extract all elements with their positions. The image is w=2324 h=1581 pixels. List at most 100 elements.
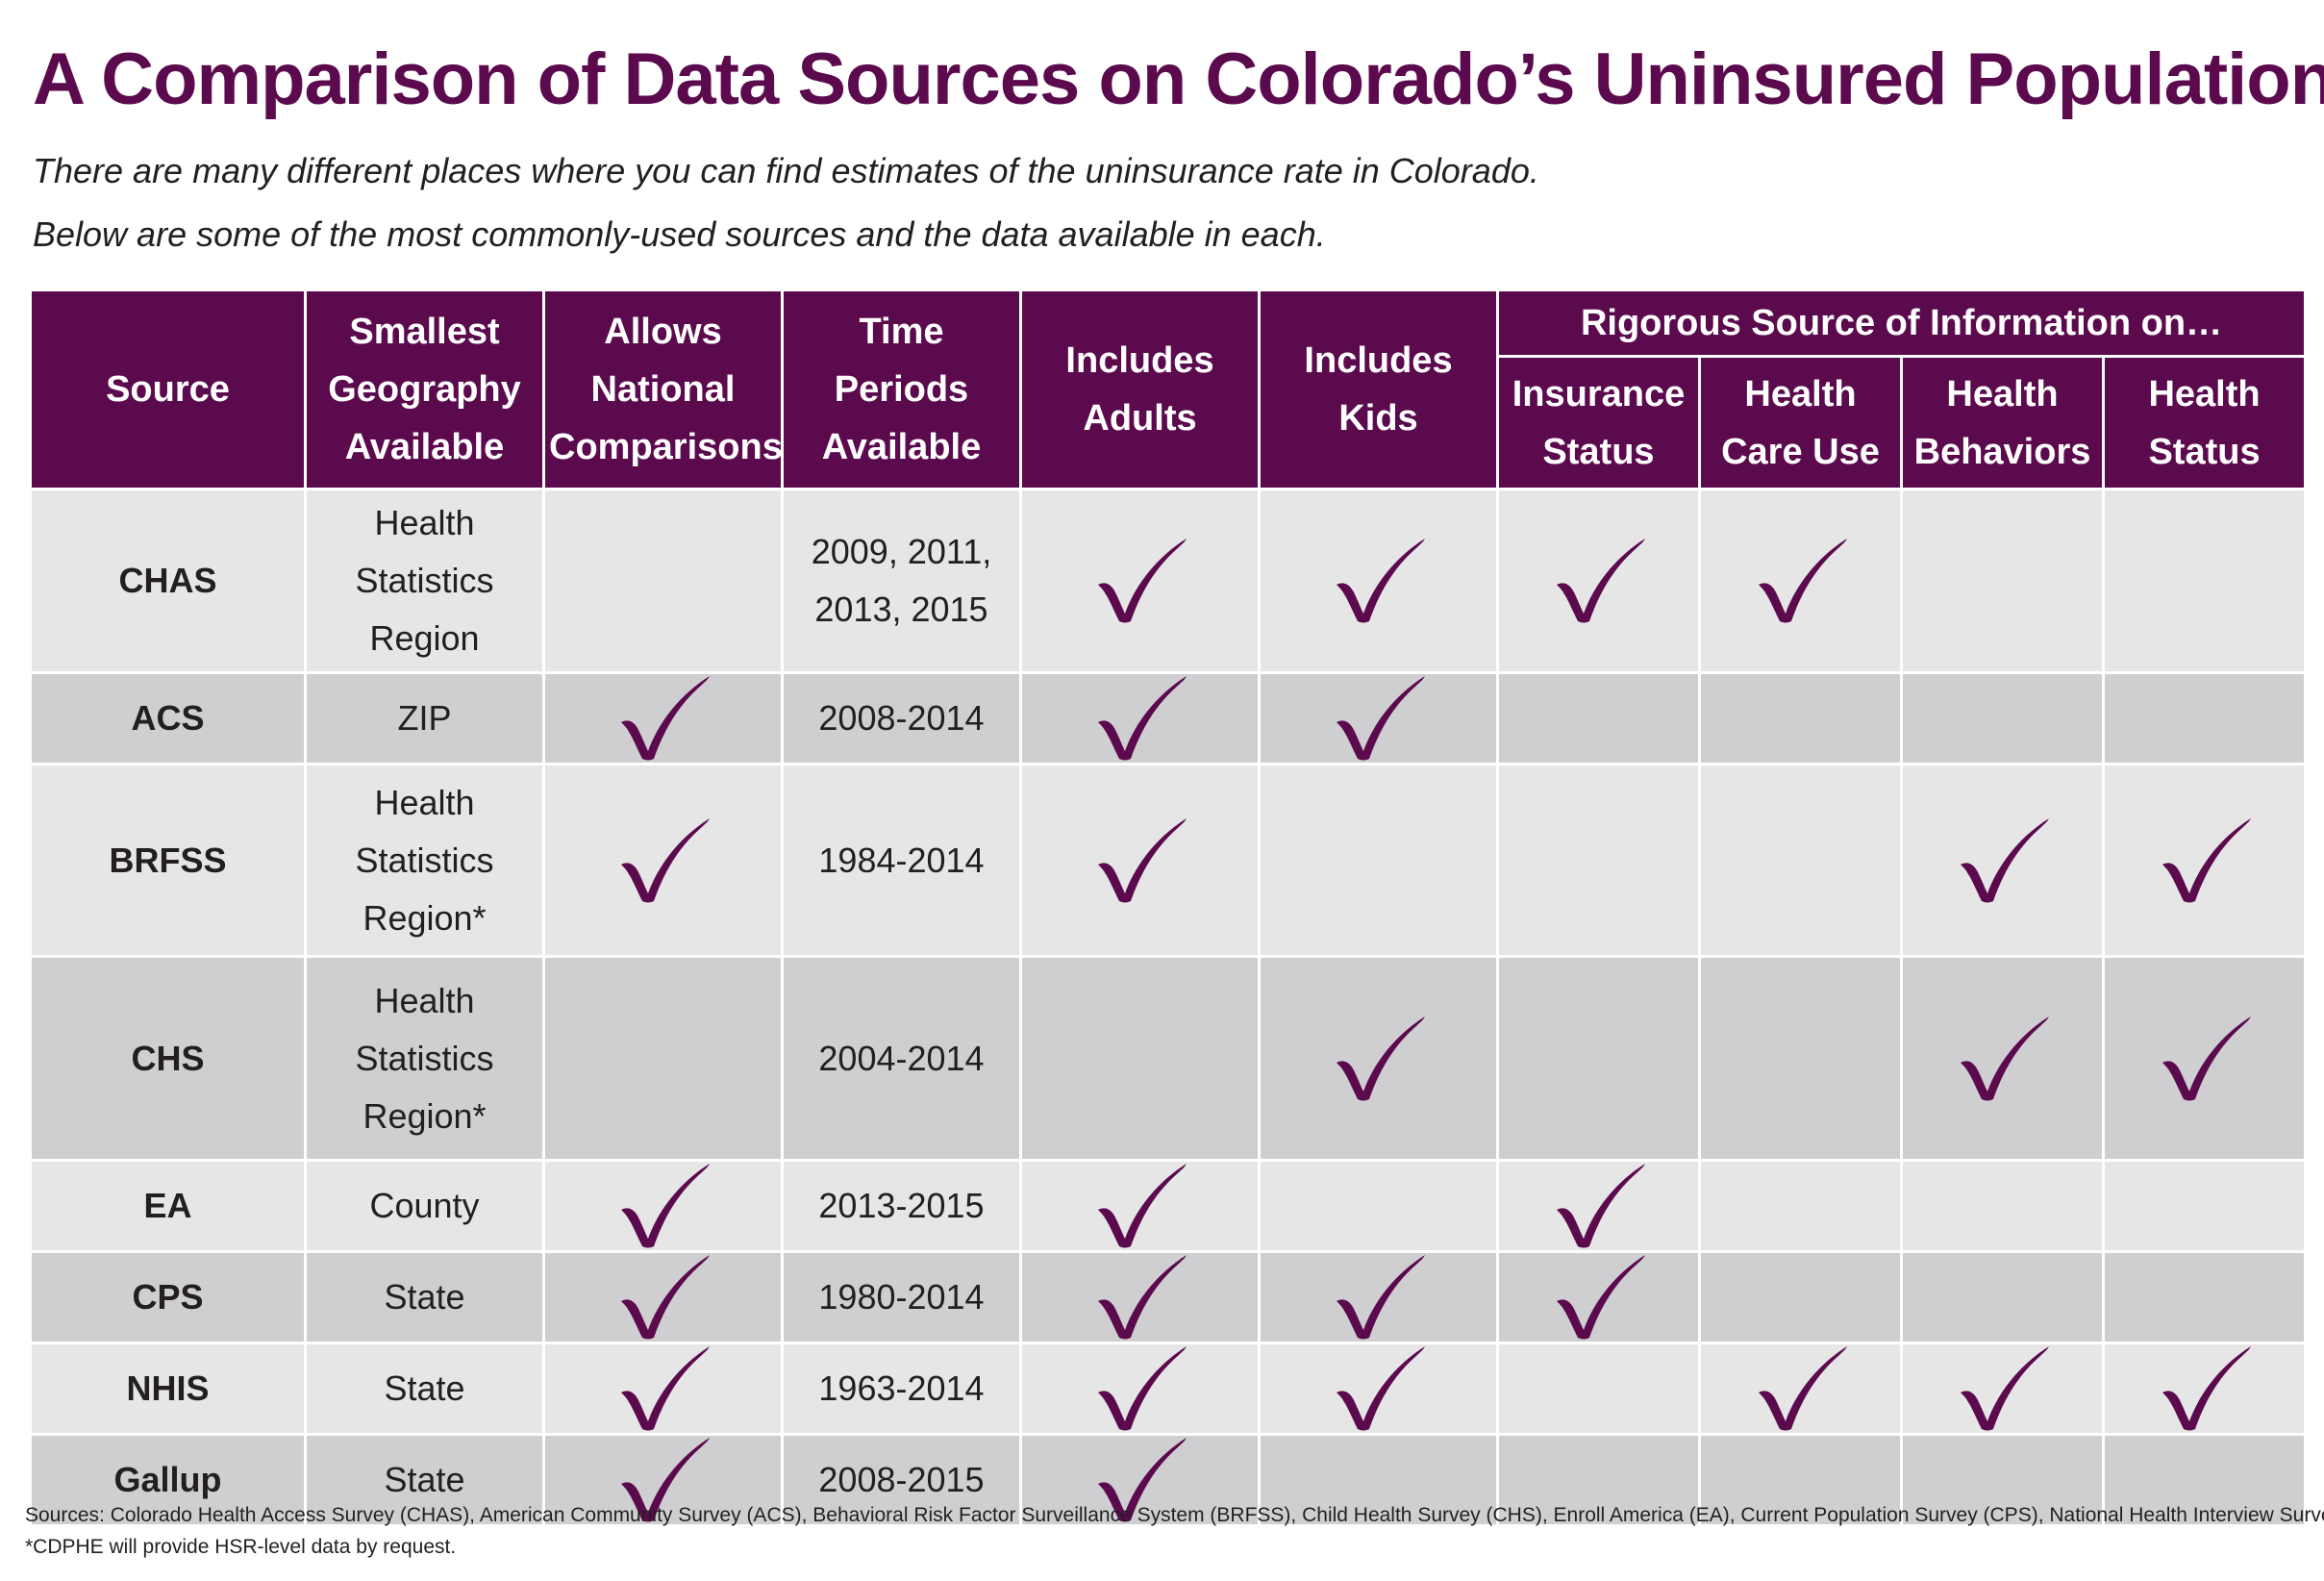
checkmark-icon xyxy=(1551,1164,1647,1249)
checkmark-icon xyxy=(1753,537,1849,625)
checkmark-icon xyxy=(1092,537,1188,625)
behaviors-cell xyxy=(1900,488,2105,674)
status-cell xyxy=(2101,763,2308,958)
status-cell xyxy=(2101,1250,2308,1344)
kids-cell xyxy=(1258,488,1499,674)
national-cell xyxy=(542,1342,784,1436)
geography-line: ZIP xyxy=(397,698,452,738)
header-national-line: Comparisons xyxy=(549,427,783,467)
checkmark-icon xyxy=(1955,816,2051,905)
header-insurance-line: Status xyxy=(1542,431,1655,472)
checkmark-icon xyxy=(2157,1015,2253,1103)
adults-cell xyxy=(1019,1250,1261,1344)
insurance-cell xyxy=(1496,1342,1701,1436)
header-status-line: Health xyxy=(2148,373,2261,414)
header-geography-line: Available xyxy=(344,427,505,467)
table-row: ACS ZIP 2008-2014 xyxy=(29,671,2308,765)
header-care_use-line: Care Use xyxy=(1721,431,1880,472)
insurance-cell xyxy=(1496,1250,1701,1344)
care-use-cell xyxy=(1698,1433,1903,1527)
behaviors-cell xyxy=(1900,1342,2105,1436)
geography-cell: Health Statistics Region* xyxy=(304,955,545,1162)
kids-cell xyxy=(1258,1159,1499,1253)
behaviors-cell xyxy=(1900,955,2105,1162)
status-cell xyxy=(2101,1433,2308,1527)
geography-line: State xyxy=(384,1460,465,1499)
kids-cell xyxy=(1258,1342,1499,1436)
checkmark-icon xyxy=(1092,1346,1188,1432)
insurance-cell xyxy=(1496,1433,1701,1527)
header-adults-line: Adults xyxy=(1083,398,1197,439)
behaviors-cell xyxy=(1900,1159,2105,1253)
adults-cell xyxy=(1019,671,1261,765)
kids-cell xyxy=(1258,1250,1499,1344)
source-cell: CHAS xyxy=(29,488,307,674)
behaviors-cell xyxy=(1900,1250,2105,1344)
checkmark-icon xyxy=(1331,676,1427,762)
checkmark-icon xyxy=(1331,1346,1427,1432)
checkmark-icon xyxy=(2157,816,2253,905)
geography-line: State xyxy=(384,1277,465,1317)
geography-cell: ZIP xyxy=(304,671,545,765)
behaviors-cell xyxy=(1900,1433,2105,1527)
periods-line: 2008-2014 xyxy=(818,698,985,738)
header-behaviors: Health Behaviors xyxy=(1900,355,2105,490)
checkmark-icon xyxy=(1331,1015,1427,1103)
checkmark-icon xyxy=(1331,537,1427,625)
table-row: CHAS Health Statistics Region 2009, 2011, 201… xyxy=(29,488,2308,674)
geography-line: Statistics xyxy=(355,561,494,600)
behaviors-cell xyxy=(1900,763,2105,958)
care-use-cell xyxy=(1698,1342,1903,1436)
kids-cell xyxy=(1258,1433,1499,1527)
geography-line: Region* xyxy=(362,1095,487,1136)
checkmark-icon xyxy=(1092,1255,1188,1341)
adults-cell xyxy=(1019,955,1261,1162)
header-national-line: National xyxy=(590,369,736,410)
geography-line: Statistics xyxy=(355,840,494,880)
geography-line: Region* xyxy=(362,897,487,938)
checkmark-icon xyxy=(2157,1346,2253,1432)
header-national: Allows National Comparisons xyxy=(542,289,784,490)
periods-cell: 2008-2014 xyxy=(781,671,1022,765)
insurance-cell xyxy=(1496,671,1701,765)
care-use-cell xyxy=(1698,955,1903,1162)
periods-cell: 2008-2015 xyxy=(781,1433,1022,1527)
geography-cell: State xyxy=(304,1342,545,1436)
checkmark-icon xyxy=(615,1255,712,1341)
source-cell: EA xyxy=(29,1159,307,1253)
table-body: CHAS Health Statistics Region 2009, 2011, 201… xyxy=(29,488,2308,1527)
source-cell: CPS xyxy=(29,1250,307,1344)
periods-cell: 1984-2014 xyxy=(781,763,1022,958)
table-row: CPS State 1980-2014 xyxy=(29,1250,2308,1344)
checkmark-icon xyxy=(1955,1015,2051,1103)
header-status: Health Status xyxy=(2101,355,2308,490)
periods-cell: 2004-2014 xyxy=(781,955,1022,1162)
status-cell xyxy=(2101,488,2308,674)
behaviors-cell xyxy=(1900,671,2105,765)
insurance-cell xyxy=(1496,488,1701,674)
care-use-cell xyxy=(1698,1250,1903,1344)
source-cell: NHIS xyxy=(29,1342,307,1436)
periods-line: 2009, 2011, xyxy=(811,532,992,571)
insurance-cell xyxy=(1496,763,1701,958)
table-row: EA County 2013-2015 xyxy=(29,1159,2308,1253)
geography-cell: Health Statistics Region xyxy=(304,488,545,674)
periods-cell: 2013-2015 xyxy=(781,1159,1022,1253)
header-source-line: Source xyxy=(106,369,230,410)
header-insurance-line: Insurance xyxy=(1512,373,1686,414)
checkmark-icon xyxy=(1753,1346,1849,1432)
periods-cell: 1980-2014 xyxy=(781,1250,1022,1344)
header-behaviors-line: Health xyxy=(1946,373,2059,414)
status-cell xyxy=(2101,955,2308,1162)
adults-cell xyxy=(1019,488,1261,674)
national-cell xyxy=(542,1250,784,1344)
checkmark-icon xyxy=(1092,1438,1188,1523)
geography-cell: Health Statistics Region* xyxy=(304,763,545,958)
page-title: A Comparison of Data Sources on Colorado… xyxy=(33,38,2324,120)
header-status-line: Status xyxy=(2148,431,2261,472)
care-use-cell xyxy=(1698,763,1903,958)
source-cell: ACS xyxy=(29,671,307,765)
header-geography-line: Smallest xyxy=(349,312,500,352)
header-kids-line: Kids xyxy=(1338,398,1418,439)
subtitle-line-2: Below are some of the most commonly-used… xyxy=(33,214,1326,254)
